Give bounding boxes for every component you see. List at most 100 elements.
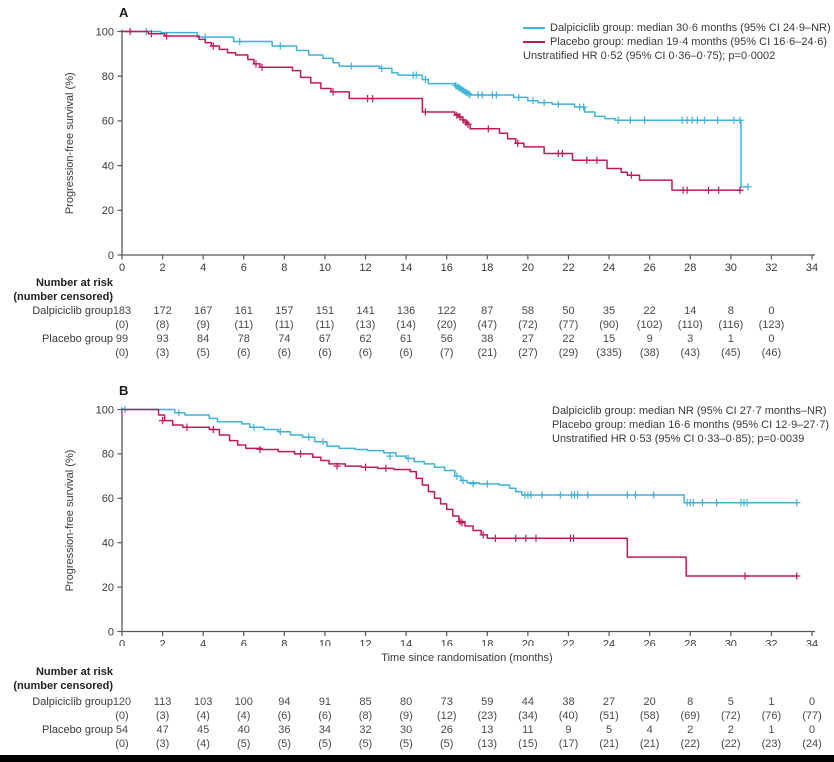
censored-value: (335) [596,347,622,359]
censored-value: (38) [639,347,660,359]
km-curve-placebo [122,30,742,191]
censored-value: (23) [761,738,782,750]
censor-mark-placebo [369,94,377,103]
panel-b-label: B [119,383,129,398]
censored-value: (45) [721,347,741,359]
x-tick-label: 32 [765,639,777,647]
censored-value: (4) [196,738,210,750]
at-risk-value: 3 [687,333,694,345]
legend-b-dalpiciclib: Dalpiciclib group: median NR (95% CI 27·… [552,404,829,418]
censored-value: (11) [234,319,254,331]
censor-mark-dalpiciclib [319,438,327,446]
censor-mark-placebo [741,572,749,580]
x-tick-label: 0 [119,262,125,274]
censor-mark-dalpiciclib [538,491,546,499]
placebo-line-swatch [523,41,545,43]
censor-mark-dalpiciclib [744,183,752,191]
y-tick-label: 40 [102,538,114,550]
censored-value: (77) [558,319,579,331]
at-risk-value: 4 [646,724,653,736]
at-risk-value: 20 [643,696,656,708]
censor-mark-placebo [479,531,487,539]
at-risk-value: 15 [602,333,616,345]
censor-mark-placebo [558,149,566,158]
at-risk-value: 122 [437,305,456,317]
at-risk-value: 80 [399,696,413,708]
x-tick-label: 4 [200,262,206,274]
y-tick-label: 20 [102,582,114,594]
censored-value: (27) [518,347,538,359]
at-risk-value: 38 [562,696,575,708]
x-axis-title: Time since randomisation (months) [381,652,553,664]
at-risk-value: 27 [521,333,534,345]
at-risk-value: 22 [562,333,575,345]
at-risk-value: 38 [481,333,494,345]
risk-table-a-header-2: (number censored) [13,291,113,303]
x-tick-label: 14 [400,639,412,647]
x-tick-label: 14 [400,262,412,274]
at-risk-value: 141 [356,305,375,317]
risk-table-b-header-1: Number at risk [35,666,113,678]
censored-value: (6) [399,347,413,359]
at-risk-value: 73 [440,696,453,708]
y-tick-label: 80 [102,449,114,461]
at-risk-value: 87 [481,305,494,317]
censor-mark-placebo [183,423,191,431]
censor-mark-dalpiciclib [305,433,313,441]
y-tick-label: 60 [102,116,114,128]
legend-b-placebo: Placebo group: median 16·6 months (95% C… [552,418,829,432]
censored-value: (5) [439,738,454,750]
censored-value: (43) [680,347,701,359]
censor-mark-placebo [522,534,530,542]
x-tick-label: 0 [119,639,125,647]
km-curve-placebo [122,408,798,577]
x-tick-label: 30 [725,639,737,647]
legend-a-placebo: Placebo group: median 19·4 months (95% C… [523,35,831,49]
x-tick-label: 10 [319,639,331,647]
legend-b-hr-text: Unstratified HR 0·53 (95% CI 0·33–0·85);… [552,433,805,445]
censored-value: (6) [237,347,251,359]
at-risk-value: 5 [605,724,613,736]
censored-value: (23) [477,710,498,722]
at-risk-value: 183 [112,305,132,317]
x-tick-label: 16 [441,262,453,274]
censor-mark-placebo [361,463,370,471]
censor-mark-dalpiciclib [459,476,467,485]
at-risk-value: 44 [521,696,534,708]
legend-a-hr-text: Unstratified HR 0·52 (95% CI 0·36–0·75);… [523,50,776,62]
censor-mark-dalpiciclib [793,499,801,507]
x-tick-label: 6 [241,639,247,647]
censor-mark-dalpiciclib [743,499,751,507]
censor-mark-dalpiciclib [556,491,564,499]
censored-value: (46) [761,347,782,359]
at-risk-value: 157 [275,305,294,317]
censored-value: (17) [558,738,579,750]
censor-mark-dalpiciclib [540,98,548,107]
panel-a-label: A [119,5,129,20]
censored-value: (5) [237,738,251,750]
bottom-rule [0,755,834,762]
at-risk-value: 13 [481,724,494,736]
x-tick-label: 26 [644,262,656,274]
at-risk-value: 161 [234,305,253,317]
at-risk-value: 9 [565,724,572,736]
censor-mark-placebo [793,572,801,580]
at-risk-value: 8 [727,305,734,317]
censored-value: (0) [115,738,129,750]
censor-mark-placebo [209,425,217,434]
censor-mark-placebo [209,42,217,50]
censor-mark-dalpiciclib [698,499,707,507]
censored-value: (12) [436,710,457,722]
censored-value: (47) [477,319,498,331]
censor-mark-placebo [329,88,337,96]
x-tick-label: 22 [562,639,574,647]
legend-a-dalpiciclib-text: Dalpiciclib group: median 30·6 months (9… [550,22,831,34]
censored-value: (72) [518,319,538,331]
censored-value: (77) [802,710,822,722]
censor-mark-placebo [256,445,264,454]
censor-mark-dalpiciclib [515,93,523,102]
at-risk-value: 8 [687,696,694,708]
censor-mark-dalpiciclib [614,116,622,124]
at-risk-value: 45 [197,724,210,736]
